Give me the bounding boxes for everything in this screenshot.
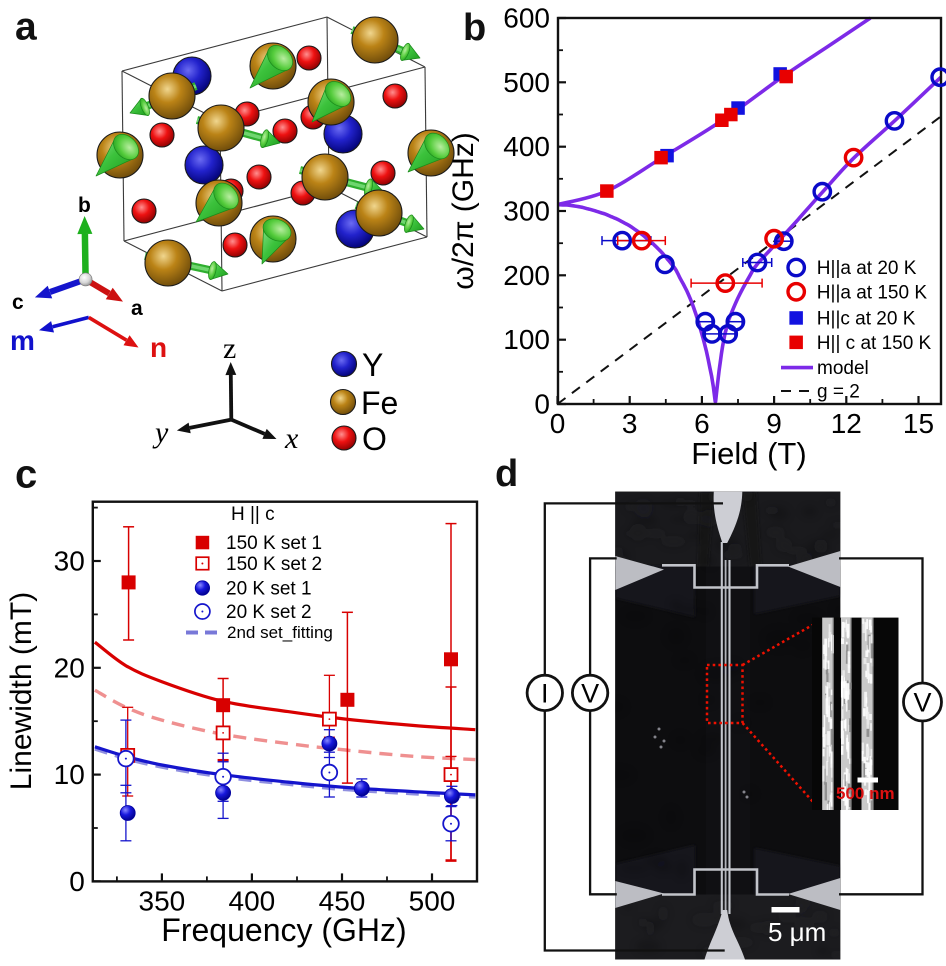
svg-text:15: 15 [903, 408, 934, 439]
svg-text:350: 350 [139, 885, 186, 916]
svg-text:0: 0 [550, 408, 566, 439]
svg-text:Y: Y [362, 347, 383, 383]
svg-text:a: a [15, 6, 37, 49]
svg-text:Linewidth (mT): Linewidth (mT) [5, 592, 38, 790]
svg-text:20: 20 [54, 652, 85, 683]
svg-text:500 nm: 500 nm [836, 784, 895, 803]
svg-text:I: I [541, 678, 549, 708]
svg-text:Fe: Fe [361, 385, 398, 421]
svg-text:0: 0 [69, 866, 85, 897]
svg-text:450: 450 [319, 885, 366, 916]
svg-text:V: V [913, 688, 931, 718]
svg-text:10: 10 [54, 759, 85, 790]
svg-text:150 K set 2: 150 K set 2 [226, 554, 322, 575]
svg-text:b: b [463, 7, 486, 49]
svg-text:O: O [362, 421, 387, 457]
svg-text:y: y [152, 416, 169, 449]
svg-text:150 K set 1: 150 K set 1 [226, 533, 322, 554]
svg-text:c: c [15, 453, 37, 497]
svg-text:2nd set_fitting: 2nd set_fitting [227, 623, 333, 642]
svg-text:5 μm: 5 μm [768, 917, 826, 947]
svg-text:300: 300 [503, 196, 550, 227]
svg-text:600: 600 [503, 3, 550, 34]
svg-text:V: V [581, 678, 599, 708]
svg-text:z: z [223, 332, 236, 365]
svg-text:20 K set 1: 20 K set 1 [226, 579, 312, 600]
svg-text:a: a [131, 297, 143, 320]
svg-text:c: c [12, 291, 24, 314]
svg-text:Frequency (GHz): Frequency (GHz) [161, 912, 406, 948]
svg-text:400: 400 [503, 131, 550, 162]
svg-text:100: 100 [503, 324, 550, 355]
svg-text:d: d [495, 453, 518, 495]
svg-text:ω/2π (GHz): ω/2π (GHz) [447, 132, 480, 289]
svg-text:H|| c at 150 K: H|| c at 150 K [817, 333, 932, 354]
svg-text:Field (T): Field (T) [691, 436, 806, 471]
svg-text:9: 9 [766, 408, 782, 439]
svg-text:m: m [10, 325, 35, 356]
svg-text:500: 500 [503, 67, 550, 98]
svg-text:b: b [78, 194, 91, 217]
svg-text:H || c: H || c [231, 504, 275, 525]
svg-text:30: 30 [54, 546, 85, 577]
svg-text:n: n [150, 332, 167, 363]
svg-text:400: 400 [229, 885, 276, 916]
svg-text:H||c at 20 K: H||c at 20 K [817, 309, 916, 330]
svg-text:H||a at 20 K: H||a at 20 K [817, 258, 917, 279]
svg-text:500: 500 [409, 885, 456, 916]
svg-text:3: 3 [622, 408, 638, 439]
svg-text:g = 2: g = 2 [817, 382, 860, 403]
svg-text:model: model [817, 358, 869, 379]
svg-text:H||a at 150 K: H||a at 150 K [817, 282, 928, 303]
svg-text:0: 0 [534, 389, 550, 420]
svg-text:200: 200 [503, 260, 550, 291]
svg-text:20 K set 2: 20 K set 2 [226, 602, 312, 623]
svg-text:12: 12 [831, 408, 862, 439]
svg-text:x: x [284, 422, 299, 455]
svg-text:6: 6 [694, 408, 710, 439]
